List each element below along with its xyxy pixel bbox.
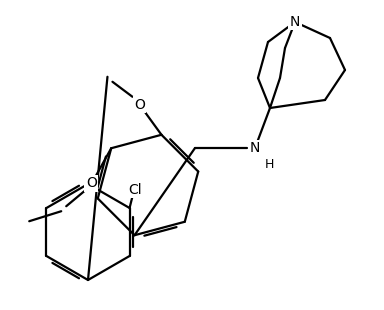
- Text: N: N: [290, 15, 300, 29]
- Text: Cl: Cl: [128, 183, 141, 197]
- Text: O: O: [86, 176, 97, 190]
- Text: N: N: [250, 141, 260, 155]
- Text: H: H: [264, 157, 274, 170]
- Text: O: O: [134, 98, 145, 112]
